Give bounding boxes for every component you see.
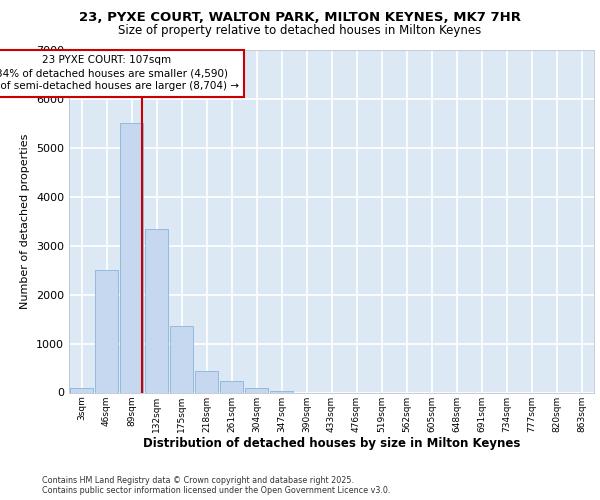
Y-axis label: Number of detached properties: Number of detached properties [20, 134, 31, 309]
Bar [145, 228, 168, 392]
Bar [95, 270, 118, 392]
Text: 23, PYXE COURT, WALTON PARK, MILTON KEYNES, MK7 7HR: 23, PYXE COURT, WALTON PARK, MILTON KEYN… [79, 11, 521, 24]
Text: Contains HM Land Registry data © Crown copyright and database right 2025.
Contai: Contains HM Land Registry data © Crown c… [42, 476, 391, 495]
X-axis label: Distribution of detached houses by size in Milton Keynes: Distribution of detached houses by size … [143, 437, 520, 450]
Bar [170, 326, 193, 392]
Bar [220, 381, 243, 392]
Text: 23 PYXE COURT: 107sqm
← 34% of detached houses are smaller (4,590)
65% of semi-d: 23 PYXE COURT: 107sqm ← 34% of detached … [0, 55, 239, 92]
Bar [195, 372, 218, 392]
Bar [70, 388, 93, 392]
Text: Size of property relative to detached houses in Milton Keynes: Size of property relative to detached ho… [118, 24, 482, 37]
Bar [245, 388, 268, 392]
Bar [120, 124, 143, 392]
Bar [270, 390, 293, 392]
